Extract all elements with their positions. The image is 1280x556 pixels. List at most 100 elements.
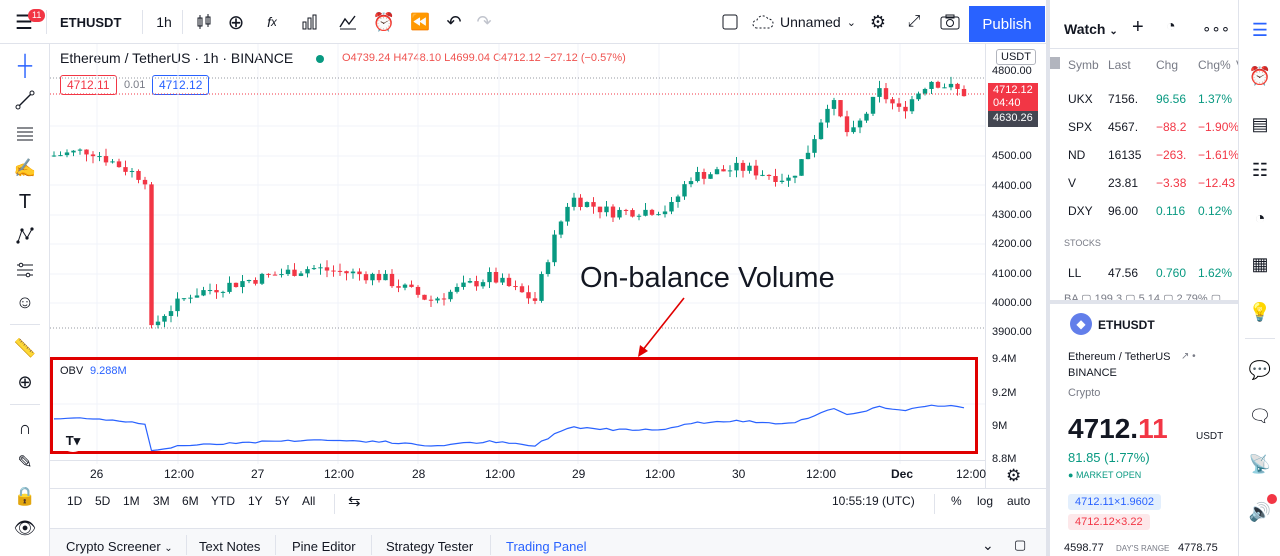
text-tool-icon[interactable]: T [18,190,32,213]
trend-line-icon[interactable] [11,86,39,114]
redo-icon[interactable]: ↷ [476,11,492,32]
detail-ask: 4712.12×3.22 [1068,514,1150,530]
lock-icon[interactable]: 🔒 [13,485,37,506]
col-last[interactable]: Last [1108,58,1131,72]
eye-icon[interactable]: 👁 [13,517,37,538]
range-3m[interactable]: 3M [153,494,170,508]
col-chg[interactable]: Chg [1156,58,1179,72]
range-ytd[interactable]: YTD [211,494,235,508]
tab-pine-editor[interactable]: Pine Editor [292,539,356,554]
settings-gear-icon[interactable]: ⚙ [869,11,887,32]
range-1y[interactable]: 1Y [248,494,263,508]
symbol-search-button[interactable]: ETHUSDT [60,14,122,30]
streams-icon[interactable]: 📡 [1248,453,1272,474]
candle-body [571,197,577,207]
range-6m[interactable]: 6M [182,494,199,508]
ideas-lightbulb-icon[interactable]: 💡 [1248,301,1272,322]
candle-body [97,156,102,158]
range-1m[interactable]: 1M [123,494,140,508]
chats-icon[interactable]: 💬 [1248,359,1272,380]
last-price-badge: 4712.12 04:40 [988,83,1038,111]
range-all[interactable]: All [302,494,316,508]
tab-trading-panel[interactable]: Trading Panel [506,539,587,554]
drag-handle-icon[interactable] [1050,57,1060,69]
maximize-panel-icon[interactable]: ▢ [1014,537,1027,552]
calendar-icon[interactable]: ◔ [1254,207,1266,228]
chevron-down-icon: ⌄ [1109,26,1118,37]
auto-toggle[interactable]: auto [1007,494,1031,508]
col-chg-pct[interactable]: Chg% [1198,58,1231,72]
sell-price-button[interactable]: 4712.11 [60,75,117,95]
candles-icon[interactable] [190,8,218,36]
undo-icon[interactable]: ↶ [446,11,462,32]
percent-toggle[interactable]: % [951,494,962,508]
alerts-clock-icon[interactable]: ⏰ [1248,65,1272,86]
notifications-icon[interactable]: 🔊 [1248,501,1272,522]
buy-price-button[interactable]: 4712.12 [152,75,210,95]
log-toggle[interactable]: log [977,494,994,508]
add-symbol-icon[interactable]: + [1132,16,1144,38]
advanced-view-icon[interactable]: ◔ [1166,18,1176,35]
add-indicator-icon[interactable]: ⊕ [227,11,245,34]
layout-name-button[interactable]: Unnamed ⌄ [752,8,858,36]
interval-button[interactable]: 1h [156,14,172,30]
ethereum-logo-icon: ◆ [1070,313,1092,335]
magnet-icon[interactable]: ∩ [18,417,32,438]
alert-icon[interactable]: ⏰ [372,11,396,32]
candle-body [363,274,369,281]
collapse-panel-icon[interactable]: ⌄ [982,537,994,553]
financials-icon[interactable] [296,8,324,36]
pattern-icon[interactable] [11,222,39,250]
candle-body [831,100,837,109]
price-chart[interactable] [50,44,986,484]
detail-symbol[interactable]: ETHUSDT [1098,318,1155,332]
candle-body [357,271,362,275]
goto-date-icon[interactable]: ⇆ [348,493,361,510]
publish-button[interactable]: Publish [969,6,1045,42]
zoom-in-icon[interactable]: ⊕ [17,371,33,392]
watchlist-cell: −3.38 [1156,176,1187,190]
candle-body [181,298,187,300]
tab-strategy-tester[interactable]: Strategy Tester [386,539,474,554]
hotlist-icon[interactable]: ☷ [1251,159,1269,180]
candle-body [844,116,850,133]
data-window-icon[interactable]: ▤ [1251,113,1269,134]
more-options-icon[interactable]: ∘∘∘ [1202,21,1231,38]
chart-settings-gear-icon[interactable]: ⚙ [1006,466,1022,485]
candle-body [103,156,109,163]
range-5y[interactable]: 5Y [275,494,290,508]
brush-icon[interactable]: ✍ [13,157,37,178]
fib-retracement-icon[interactable] [11,120,39,148]
watchlist-title[interactable]: Watch ⌄ [1064,21,1118,37]
stay-drawing-icon[interactable]: ✎ [17,451,33,472]
utc-clock[interactable]: 10:55:19 (UTC) [832,494,915,508]
detail-name[interactable]: Ethereum / TetherUS [1068,351,1171,363]
layout-icon[interactable] [716,8,744,36]
currency-label[interactable]: USDT [996,49,1036,65]
ruler-icon[interactable]: 📏 [13,337,37,358]
crosshair-icon[interactable]: ┼ [17,54,33,77]
col-symbol[interactable]: Symb [1068,58,1099,72]
candle-body [513,286,518,288]
prediction-icon[interactable] [11,256,39,284]
range-1d[interactable]: 1D [67,494,83,508]
external-link-icon[interactable]: ↗ • [1181,351,1196,362]
candle-body [708,174,713,179]
range-5d[interactable]: 5D [95,494,111,508]
candle-body [227,282,232,292]
tab-crypto-screener[interactable]: Crypto Screener ⌄ [66,539,173,554]
watchlist-icon[interactable]: ☰ [1251,19,1269,40]
templates-icon[interactable] [334,8,362,36]
messages-icon[interactable]: 🗨 [1248,405,1272,426]
snapshot-camera-icon[interactable] [936,8,964,36]
divider [10,404,40,405]
emoji-icon[interactable]: ☺ [15,291,35,312]
fullscreen-icon[interactable]: ⤢ [907,13,921,30]
tab-text-notes[interactable]: Text Notes [199,539,261,554]
replay-icon[interactable]: ⏪ [410,14,430,31]
economic-calendar-icon[interactable]: ▦ [1251,253,1269,274]
col-vol[interactable]: Vo [1236,58,1238,72]
spread-value: 0.01 [124,79,146,91]
